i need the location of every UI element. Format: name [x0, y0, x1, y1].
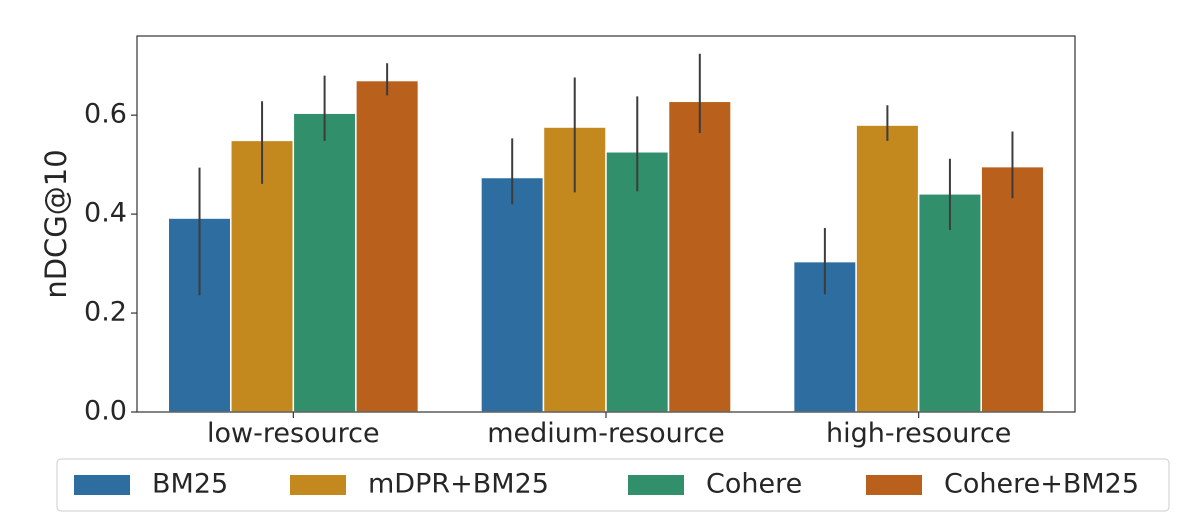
y-tick-label: 0.4 [84, 198, 127, 229]
y-axis-ticks: 0.0 0.2 0.4 0.6 [84, 99, 137, 427]
legend-swatch-cohere [628, 475, 684, 495]
bar-high-resource-cohere-plus-bm25 [980, 165, 1045, 413]
bar-medium-resource-cohere-plus-bm25 [667, 100, 732, 413]
bar-high-resource-mdpr-plus-bm25 [855, 124, 920, 413]
bar-low-resource-mdpr-plus-bm25 [230, 139, 295, 413]
x-tick-label-high-resource: high-resource [826, 418, 1011, 449]
legend: BM25 mDPR+BM25 Cohere Cohere+BM25 [56, 458, 1170, 512]
legend-swatch-mdpr-plus-bm25 [290, 475, 346, 495]
x-axis-ticks: low-resource medium-resource high-resource [207, 412, 1011, 449]
legend-swatch-bm25 [74, 475, 130, 495]
bar-medium-resource-bm25 [480, 176, 545, 413]
bar-low-resource-cohere [292, 112, 357, 413]
x-tick-label-medium-resource: medium-resource [487, 418, 725, 449]
legend-swatch-cohere-plus-bm25 [866, 475, 922, 495]
y-tick-label: 0.2 [84, 297, 127, 328]
bars-layer [167, 79, 1045, 413]
bar-low-resource-cohere-plus-bm25 [355, 79, 420, 413]
legend-label-cohere-plus-bm25: Cohere+BM25 [944, 469, 1139, 500]
legend-label-mdpr-plus-bm25: mDPR+BM25 [368, 469, 549, 500]
y-axis-label: nDCG@10 [39, 149, 73, 298]
x-tick-label-low-resource: low-resource [207, 418, 380, 449]
bar-high-resource-cohere [917, 193, 982, 413]
y-tick-label: 0.6 [84, 99, 127, 130]
legend-label-cohere: Cohere [706, 469, 802, 500]
bar-medium-resource-cohere [605, 151, 670, 413]
legend-frame [56, 458, 1170, 512]
y-tick-label: 0.0 [84, 396, 127, 427]
error-bars-layer [198, 53, 1014, 296]
legend-label-bm25: BM25 [152, 469, 228, 500]
